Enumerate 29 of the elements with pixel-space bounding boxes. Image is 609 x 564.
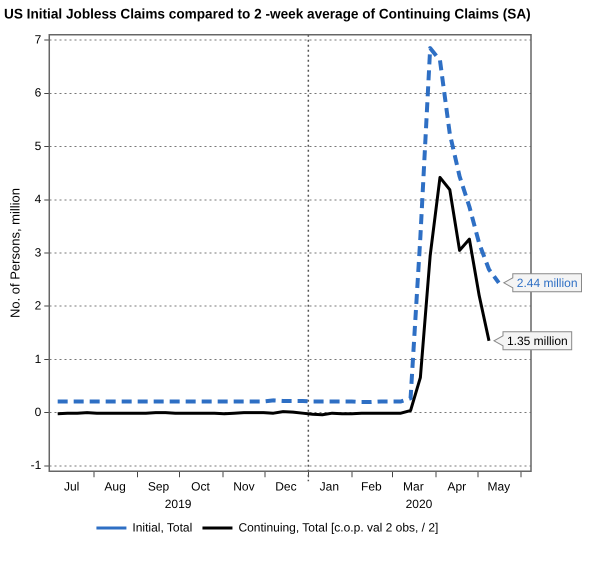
y-axis-title: No. of Persons, million xyxy=(7,188,22,318)
line-series xyxy=(56,46,501,404)
data-label: 2.44 million xyxy=(516,276,578,290)
x-tick-label: Jan xyxy=(320,480,340,494)
legend-label: Initial, Total xyxy=(132,520,192,534)
x2-tick-label: 2019 xyxy=(164,497,192,512)
y-tick-label: 0 xyxy=(34,404,42,419)
x-tick-label: Sep xyxy=(148,480,170,494)
y-tick-label: 2 xyxy=(34,298,42,313)
x-tick-label: Oct xyxy=(191,480,211,494)
x-tick-label: Nov xyxy=(233,480,255,494)
y-tick-label: 7 xyxy=(34,32,42,46)
x-tick-label: Mar xyxy=(403,480,424,494)
y-tick-label: -1 xyxy=(30,458,42,472)
x-tick-label: Apr xyxy=(447,480,466,494)
y-tick-label: 4 xyxy=(34,192,42,206)
chart-title: US Initial Jobless Claims compared to 2 -week average of Continuing Claims (SA) xyxy=(4,6,531,22)
x2-tick-label: 2020 xyxy=(406,497,433,512)
x-tick-label: Feb xyxy=(361,480,382,494)
y-tick-label: 1 xyxy=(34,352,42,366)
y-tick-label: 5 xyxy=(34,138,42,153)
x-tick-label: Aug xyxy=(104,480,126,494)
y-tick-label: 3 xyxy=(34,245,42,260)
x-tick-label: Jul xyxy=(64,480,80,494)
y-tick-label: 6 xyxy=(34,86,42,100)
x-tick-label: Dec xyxy=(275,480,297,494)
legend-label: Continuing, Total [c.o.p. val 2 obs, / 2] xyxy=(238,520,438,534)
data-label: 1.35 million xyxy=(506,334,568,348)
x-tick-label: May xyxy=(487,480,510,494)
